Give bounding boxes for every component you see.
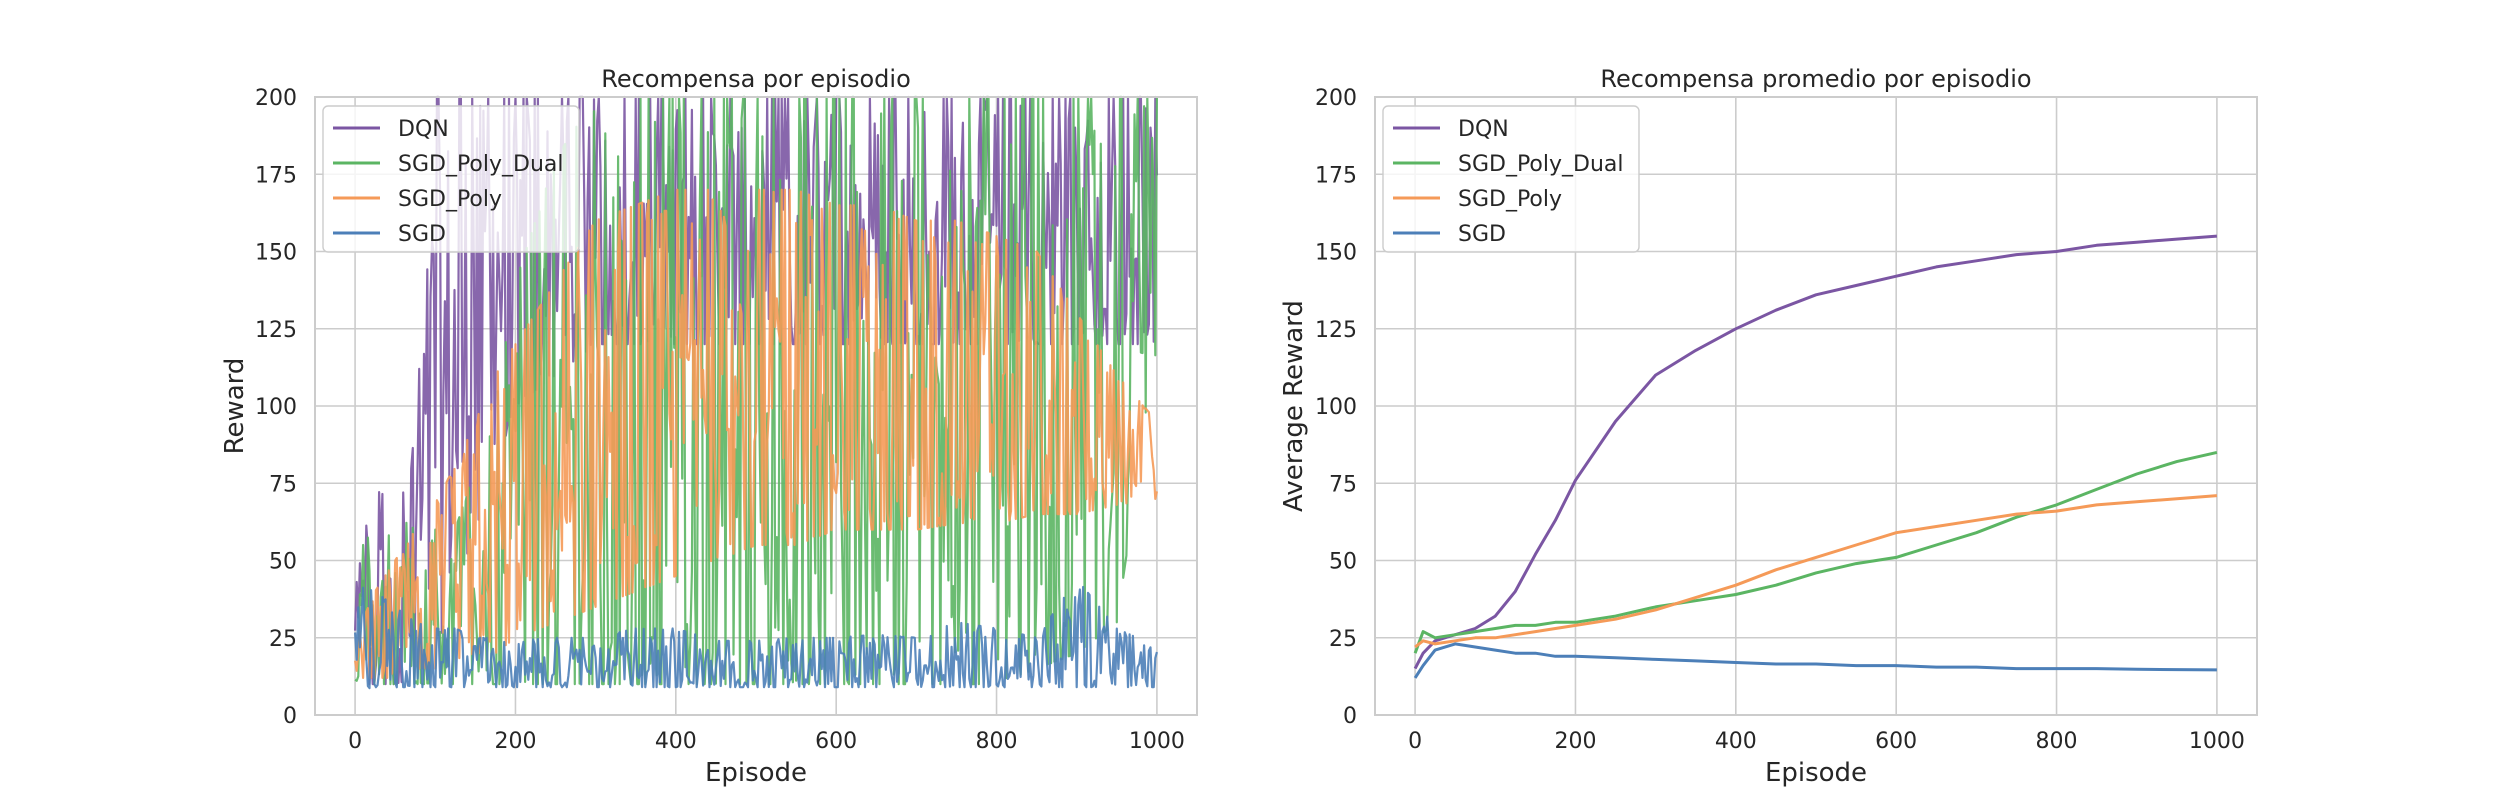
y-tick-label: 150 <box>255 241 297 266</box>
x-tick-label: 600 <box>1875 729 1917 754</box>
plot-frame <box>314 96 1198 716</box>
y-tick-label: 125 <box>1315 318 1357 343</box>
y-tick-label: 150 <box>1315 241 1357 266</box>
y-tick-label: 100 <box>255 395 297 420</box>
average-reward-chart: 0 200 400 600 800 10000255075100125150175200 … <box>1279 65 2258 788</box>
x-tick-label: 400 <box>1715 729 1757 754</box>
series-line-sgd <box>1413 642 2217 679</box>
tick-labels: 0 200 400 600 800 1000 0 25 50 75 100 125 150 175 200 <box>255 86 1185 754</box>
x-tick-label: 1000 <box>2189 729 2245 754</box>
y-tick-label: 75 <box>269 472 297 497</box>
x-tick-label: 800 <box>976 729 1018 754</box>
legend-label: SGD_Poly_Dual <box>1458 152 1624 177</box>
legend-box <box>1382 105 1640 253</box>
legend: DQN SGD_Poly_Dual SGD_Poly SGD <box>322 105 580 253</box>
y-tick-label: 100 <box>1315 395 1357 420</box>
x-axis-label: Episode <box>705 758 807 788</box>
x-tick-label: 800 <box>2036 729 2078 754</box>
y-tick-label: 200 <box>1315 86 1357 111</box>
x-axis-label: Episode <box>1765 758 1867 788</box>
y-tick-label: 200 <box>255 86 297 111</box>
legend-label: DQN <box>398 117 449 142</box>
series-line-sgd-poly <box>354 188 1158 679</box>
reward-per-episode-chart: 0 200 400 600 800 10000255075100125150175200 … <box>220 65 1198 788</box>
series-line-sgd <box>354 585 1158 690</box>
y-tick-label: 175 <box>1315 163 1357 188</box>
x-tick-label: 0 <box>1408 729 1422 754</box>
y-tick-label: 0 <box>283 704 297 729</box>
y-tick-label: 50 <box>1329 550 1357 575</box>
y-tick-label: 25 <box>269 627 297 652</box>
y-tick-label: 25 <box>1329 627 1357 652</box>
chart-title: Recompensa promedio por episodio <box>1600 65 2031 93</box>
series-group <box>1413 234 2218 679</box>
x-tick-label: 200 <box>1554 729 1596 754</box>
legend-box <box>322 105 580 253</box>
x-tick-label: 0 <box>348 729 362 754</box>
y-axis-label: Reward <box>220 358 250 455</box>
legend-label: SGD <box>398 222 446 247</box>
x-tick-label: 1000 <box>1129 729 1185 754</box>
series-line-sgd-poly <box>1414 494 2218 649</box>
legend-label: SGD_Poly_Dual <box>398 152 564 177</box>
legend: DQN SGD_Poly_Dual SGD_Poly SGD <box>1382 105 1640 253</box>
y-tick-label: 0 <box>1343 704 1357 729</box>
legend-label: SGD_Poly <box>1458 187 1562 212</box>
series-line-dqn <box>1413 234 2218 670</box>
y-tick-label: 125 <box>255 318 297 343</box>
chart-title: Recompensa por episodio <box>601 65 911 93</box>
plot-frame <box>1374 96 2258 716</box>
legend-label: DQN <box>1458 117 1509 142</box>
legend-label: SGD_Poly <box>398 187 502 212</box>
x-tick-label: 600 <box>815 729 857 754</box>
y-axis-label: Average Reward <box>1279 300 1309 512</box>
legend-label: SGD <box>1458 222 1506 247</box>
y-tick-label: 50 <box>269 550 297 575</box>
y-tick-label: 175 <box>255 163 297 188</box>
x-tick-label: 200 <box>494 729 536 754</box>
x-tick-label: 400 <box>655 729 697 754</box>
y-tick-label: 75 <box>1329 472 1357 497</box>
series-line-sgd-poly-dual <box>1413 450 2218 654</box>
tick-labels: 0 200 400 600 800 1000 0 25 50 75 100 125 150 175 200 <box>1315 86 2245 754</box>
